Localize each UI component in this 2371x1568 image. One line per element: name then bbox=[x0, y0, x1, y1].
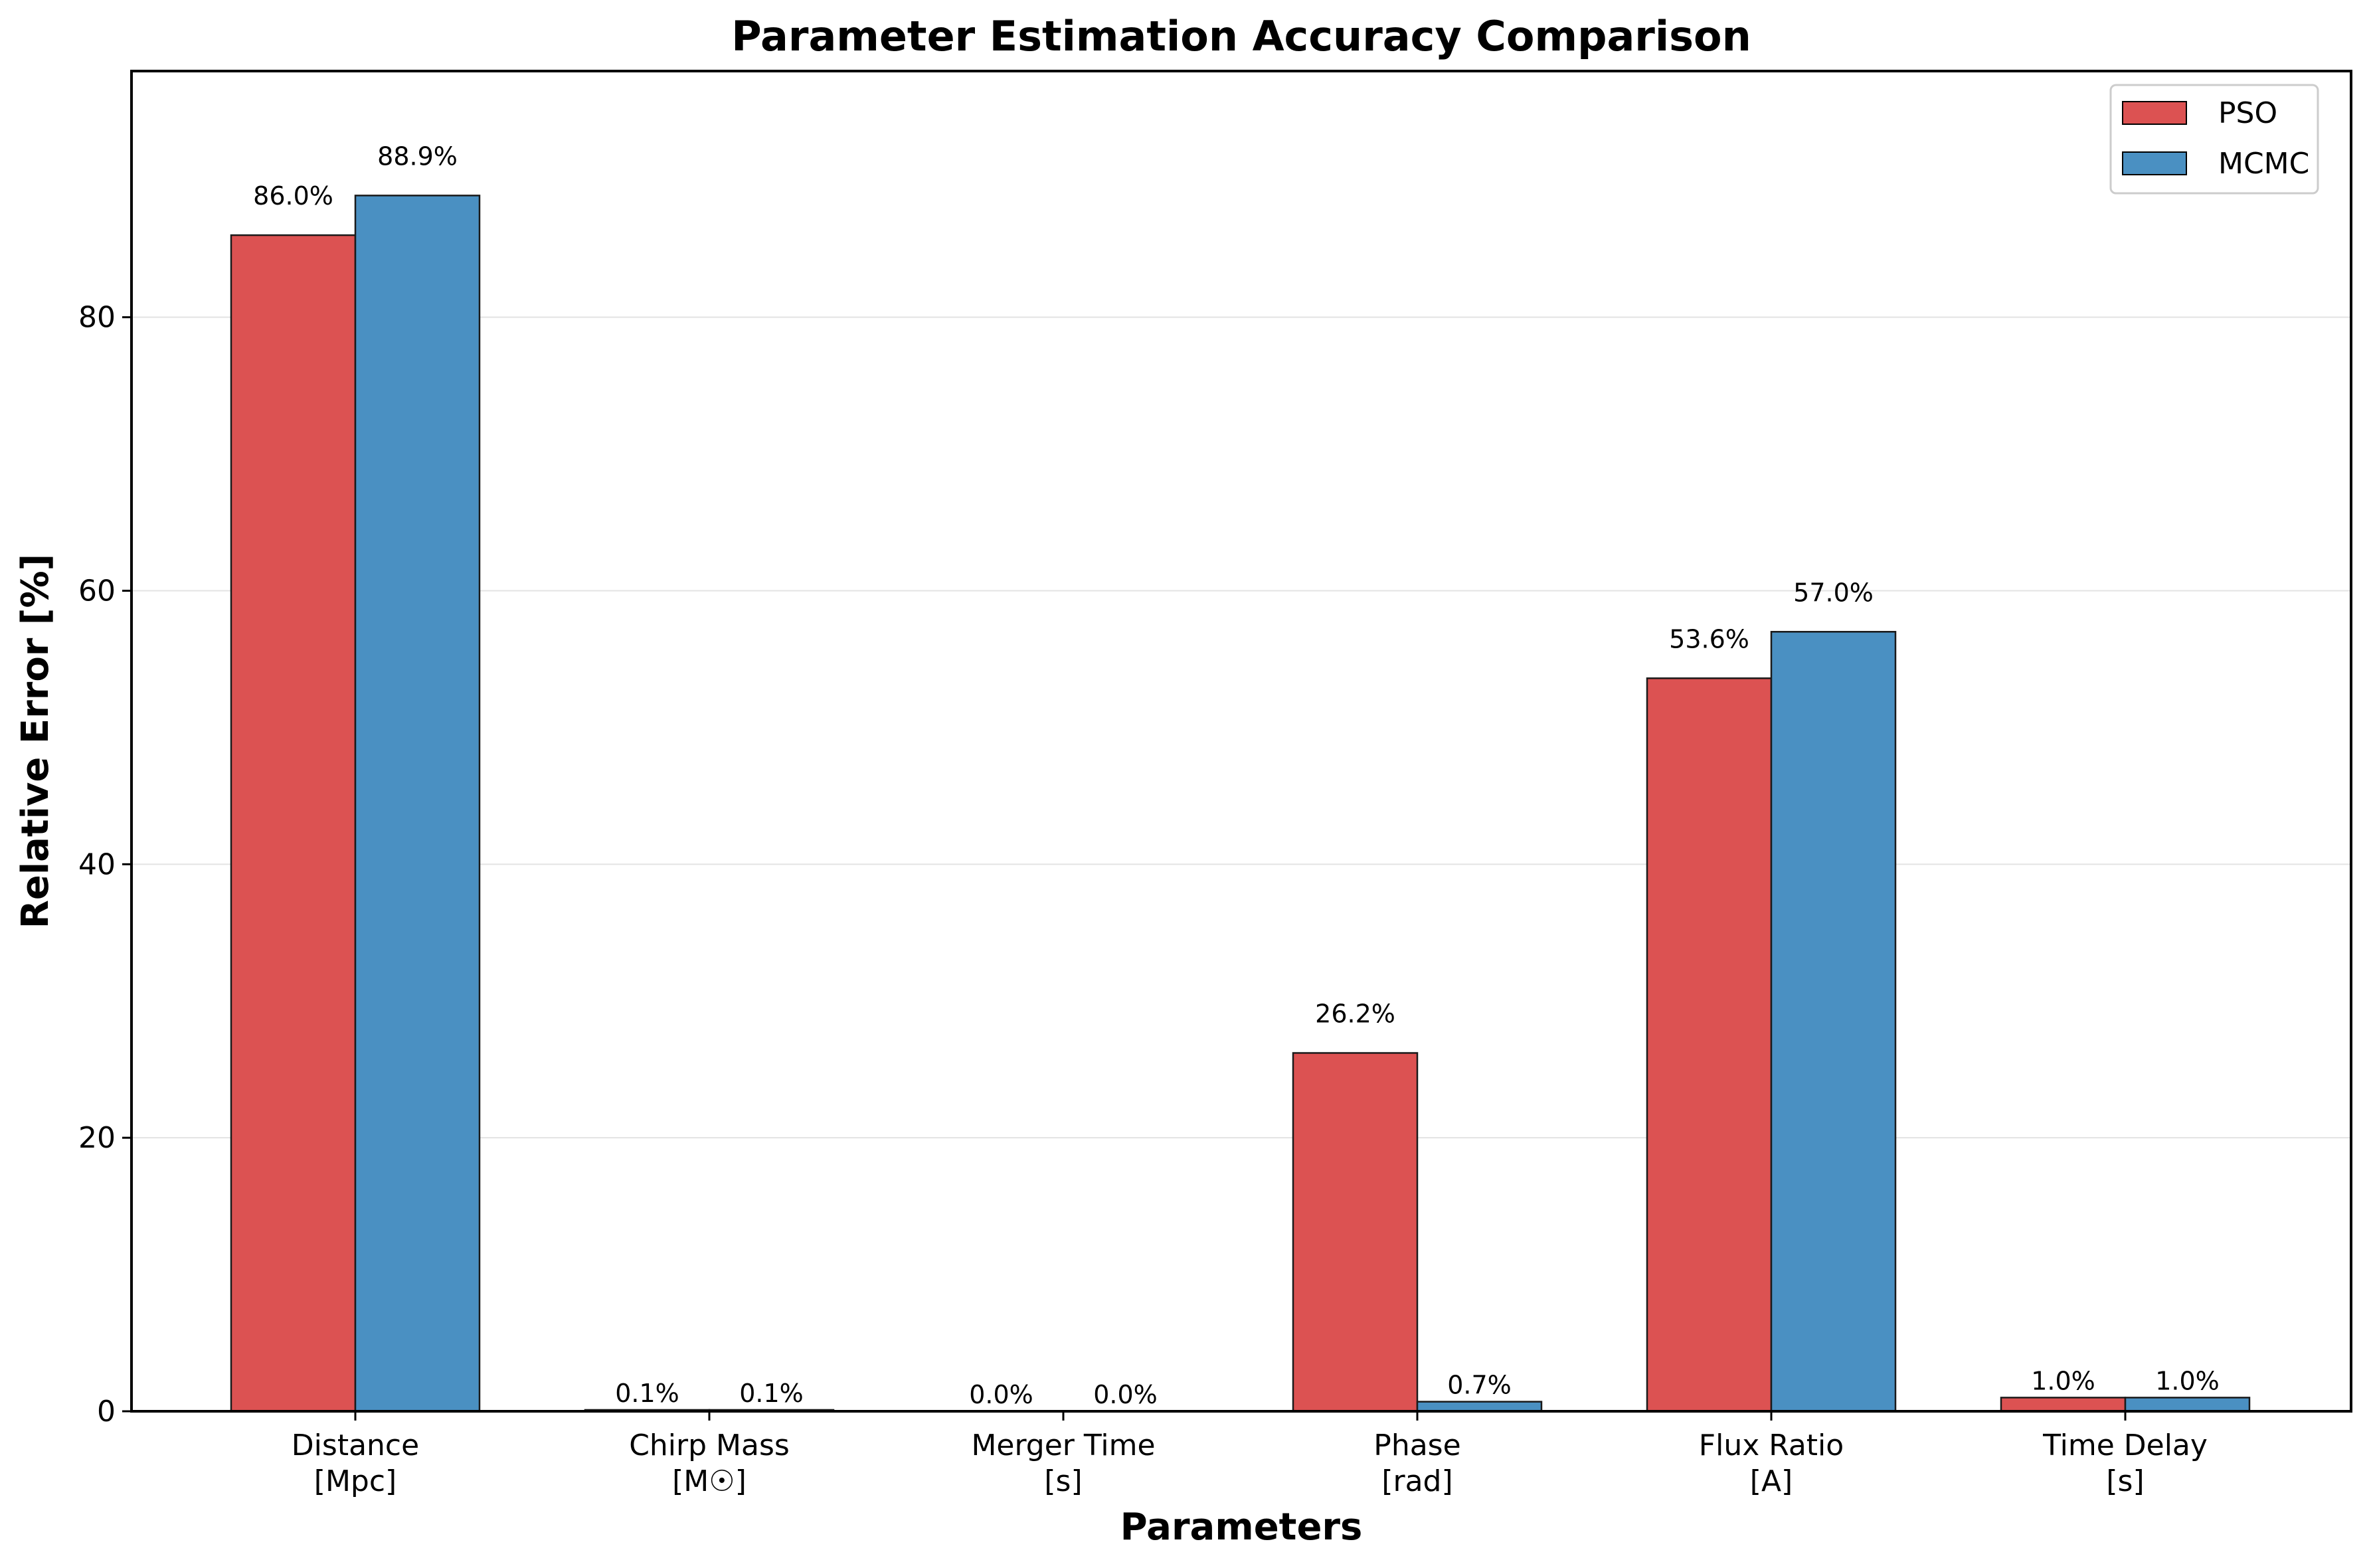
x-axis-label: Parameters bbox=[1120, 1506, 1363, 1549]
y-axis-ticks: 0 20 40 60 80 bbox=[78, 301, 132, 1429]
bar-value-label: 0.0% bbox=[1093, 1380, 1158, 1409]
bar-pso bbox=[2000, 1397, 2127, 1413]
y-tick-label: 60 bbox=[78, 574, 116, 608]
bar-mcmc bbox=[2124, 1397, 2251, 1413]
bar-value-label: 1.0% bbox=[2031, 1366, 2095, 1395]
x-tick-unit: [Mpc] bbox=[314, 1464, 396, 1498]
x-tick-unit: [A] bbox=[1750, 1464, 1793, 1498]
bar-value-label: 26.2% bbox=[1315, 999, 1395, 1028]
x-tick-label: Time Delay bbox=[2042, 1429, 2208, 1462]
x-tick-label: Chirp Mass bbox=[629, 1429, 790, 1462]
gridlines bbox=[132, 316, 2351, 1139]
x-tick-unit: [s] bbox=[2106, 1464, 2144, 1498]
y-tick-label: 80 bbox=[78, 301, 116, 335]
bar-value-label: 57.0% bbox=[1793, 578, 1874, 607]
chart-title: Parameter Estimation Accuracy Comparison bbox=[731, 12, 1751, 60]
bar-pso bbox=[1292, 1052, 1419, 1413]
legend: PSO MCMC bbox=[2109, 84, 2319, 195]
x-tick-label: Flux Ratio bbox=[1699, 1429, 1844, 1462]
y-tick-label: 40 bbox=[78, 847, 116, 881]
legend-label-mcmc: MCMC bbox=[2218, 147, 2309, 181]
bars bbox=[230, 195, 2251, 1413]
bar-value-label: 0.1% bbox=[739, 1379, 804, 1408]
bar-pso bbox=[230, 234, 357, 1413]
bar-mcmc bbox=[1416, 1401, 1543, 1413]
y-tick-label: 20 bbox=[78, 1121, 116, 1155]
bar-value-label: 53.6% bbox=[1669, 624, 1749, 653]
x-tick-label: Phase bbox=[1373, 1429, 1460, 1462]
x-tick-label: Merger Time bbox=[971, 1429, 1155, 1462]
x-tick-unit: [M☉] bbox=[672, 1464, 746, 1498]
legend-swatch-pso bbox=[2122, 101, 2187, 125]
x-tick-unit: [rad] bbox=[1381, 1464, 1452, 1498]
bar-value-label: 0.1% bbox=[615, 1379, 679, 1408]
bar-value-label: 86.0% bbox=[253, 181, 333, 211]
legend-swatch-mcmc bbox=[2122, 151, 2187, 175]
bar-value-label: 0.7% bbox=[1447, 1371, 1512, 1400]
bar-value-label: 1.0% bbox=[2155, 1366, 2220, 1395]
bar-mcmc bbox=[354, 195, 481, 1413]
y-tick-label: 0 bbox=[97, 1395, 116, 1429]
x-axis-ticks: Distance[Mpc]Chirp Mass[M☉]Merger Time[s… bbox=[292, 1411, 2208, 1498]
bar-value-label: 0.0% bbox=[969, 1380, 1033, 1409]
bar-pso bbox=[1646, 677, 1773, 1413]
bar-value-labels: 86.0% 0.1% 0.0% 26.2% 53.6% 1.0% 88.9% 0.1% 0.0%… bbox=[253, 141, 2220, 1409]
legend-label-pso: PSO bbox=[2218, 96, 2277, 130]
x-tick-unit: [s] bbox=[1044, 1464, 1082, 1498]
bar-mcmc bbox=[1770, 631, 1897, 1413]
x-tick-label: Distance bbox=[292, 1429, 419, 1462]
y-axis-label: Relative Error [%] bbox=[14, 554, 57, 928]
bar-value-label: 88.9% bbox=[377, 141, 458, 171]
plot-frame bbox=[130, 70, 2352, 1413]
